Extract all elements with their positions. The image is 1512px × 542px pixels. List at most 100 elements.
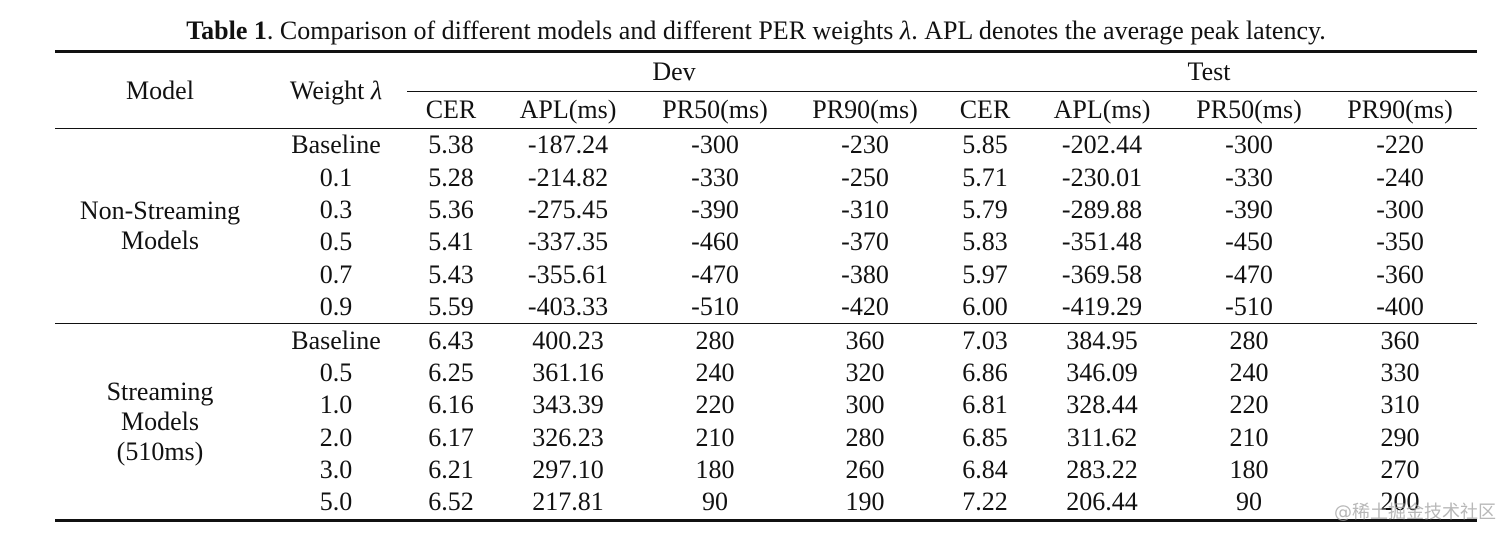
group-label-streaming: Streaming Models (510ms) — [55, 323, 265, 522]
value-cell: 210 — [695, 422, 735, 452]
group-label-non-streaming: Non-Streaming Models — [55, 127, 265, 324]
value-cell: 190 — [789, 486, 942, 522]
value-cell: 360 — [1323, 323, 1478, 357]
weight-cell: 0.7 — [319, 259, 353, 289]
value-cell: 5.38 — [407, 128, 495, 162]
value-cell: 280 — [641, 323, 789, 357]
weight-header: Weight λ — [265, 50, 407, 129]
value-cell: 7.03 — [941, 323, 1030, 357]
value-cell: -460 — [691, 227, 739, 257]
value-cell: -403.33 — [527, 292, 609, 322]
weight-cell: 0.5 — [319, 227, 353, 257]
value-cell: 6.00 — [962, 292, 1008, 322]
streaming-group: Streaming Models (510ms) Baseline 6.43 4… — [55, 323, 1478, 522]
value-cell: 6.84 — [962, 455, 1008, 485]
table-row: 0.9 5.59 -403.33 -510 -420 6.00 -419.29 … — [55, 291, 1477, 324]
value-cell: 343.39 — [532, 390, 604, 420]
value-cell: -240 — [1376, 162, 1424, 192]
value-cell: -300 — [1376, 194, 1424, 224]
caption-text-after: . APL denotes the average peak latency. — [911, 16, 1326, 45]
value-cell: -420 — [841, 292, 889, 322]
weight-cell: 0.1 — [319, 162, 353, 192]
table-row: 0.5 5.41 -337.35 -460 -370 5.83 -351.48 … — [55, 226, 1477, 258]
value-cell: -202.44 — [1029, 128, 1176, 162]
dev-header: Dev — [407, 50, 942, 92]
table-row: Non-Streaming Models Baseline 5.38 -187.… — [55, 127, 1478, 324]
value-cell: -510 — [1225, 292, 1273, 322]
metric-header: PR50(ms) — [1196, 95, 1302, 124]
value-cell: -230 — [789, 128, 942, 162]
value-cell: -187.24 — [495, 128, 641, 162]
value-cell: -380 — [841, 259, 889, 289]
non-streaming-group: Non-Streaming Models Baseline 5.38 -187.… — [55, 127, 1478, 324]
value-cell: 328.44 — [1066, 390, 1138, 420]
value-cell: 5.83 — [962, 227, 1008, 257]
weight-cell: Baseline — [265, 128, 407, 162]
value-cell: -250 — [841, 162, 889, 192]
value-cell: 5.85 — [941, 128, 1030, 162]
caption-text-before: . Comparison of different models and dif… — [266, 16, 900, 45]
group-label-line: Non-Streaming — [79, 196, 241, 226]
value-cell: 5.36 — [428, 194, 474, 224]
value-cell: 180 — [695, 455, 735, 485]
value-cell: 346.09 — [1066, 357, 1138, 387]
table-row: 1.0 6.16 343.39 220 300 6.81 328.44 220 … — [55, 389, 1477, 421]
metric-header: CER — [959, 95, 1011, 124]
weight-header-text: Weight — [289, 75, 371, 105]
value-cell: 6.16 — [428, 390, 474, 420]
metric-header: PR50(ms) — [662, 95, 768, 124]
value-cell: -400 — [1376, 292, 1424, 322]
value-cell: -370 — [841, 227, 889, 257]
group-label-line: (510ms) — [116, 436, 204, 466]
value-cell: 6.86 — [962, 357, 1008, 387]
table-row: 0.7 5.43 -355.61 -470 -380 5.97 -369.58 … — [55, 259, 1477, 291]
weight-cell: 1.0 — [319, 390, 353, 420]
value-cell: -360 — [1376, 259, 1424, 289]
weight-header-lambda: λ — [370, 75, 383, 105]
value-cell: -350 — [1376, 227, 1424, 257]
value-cell: -310 — [841, 194, 889, 224]
weight-cell: Baseline — [265, 323, 407, 357]
value-cell: -330 — [691, 162, 739, 192]
value-cell: 6.43 — [407, 323, 495, 357]
value-cell: 280 — [845, 422, 885, 452]
metric-header: APL(ms) — [1053, 95, 1151, 124]
value-cell: -300 — [641, 128, 789, 162]
value-cell: -355.61 — [527, 259, 609, 289]
value-cell: 240 — [695, 357, 735, 387]
table-row: 2.0 6.17 326.23 210 280 6.85 311.62 210 … — [55, 422, 1477, 454]
value-cell: 5.41 — [428, 227, 474, 257]
weight-cell: 0.9 — [319, 292, 353, 322]
value-cell: 400.23 — [495, 323, 641, 357]
value-cell: 240 — [1229, 357, 1269, 387]
value-cell: -220 — [1323, 128, 1478, 162]
watermark: @稀土掘金技术社区 — [1334, 502, 1496, 523]
value-cell: 5.28 — [428, 162, 474, 192]
value-cell: 217.81 — [495, 486, 641, 522]
table-row: 0.5 6.25 361.16 240 320 6.86 346.09 240 … — [55, 357, 1477, 389]
value-cell: -470 — [691, 259, 739, 289]
value-cell: 311.62 — [1066, 422, 1138, 452]
weight-cell: 0.3 — [319, 194, 353, 224]
table-row: 3.0 6.21 297.10 180 260 6.84 283.22 180 … — [55, 454, 1477, 486]
value-cell: -510 — [691, 292, 739, 322]
caption-lambda: λ — [899, 16, 912, 45]
value-cell: 6.17 — [428, 422, 474, 452]
metric-header: CER — [425, 95, 477, 124]
table-row: 0.3 5.36 -275.45 -390 -310 5.79 -289.88 … — [55, 194, 1477, 226]
weight-cell: 2.0 — [319, 422, 353, 452]
value-cell: -390 — [1225, 194, 1273, 224]
value-cell: -337.35 — [527, 227, 609, 257]
table-row: Streaming Models (510ms) Baseline 6.43 4… — [55, 323, 1478, 522]
weight-cell: 5.0 — [265, 486, 407, 522]
value-cell: -275.45 — [527, 194, 609, 224]
value-cell: 300 — [845, 390, 885, 420]
table-caption: Table 1. Comparison of different models … — [0, 14, 1512, 48]
weight-cell: 3.0 — [319, 455, 353, 485]
header-row-1: Model Weight λ Dev Test — [55, 50, 1478, 129]
group-label-line: Models — [121, 406, 199, 436]
model-header: Model — [55, 50, 265, 129]
value-cell: -230.01 — [1061, 162, 1143, 192]
value-cell: -450 — [1225, 227, 1273, 257]
value-cell: -470 — [1225, 259, 1273, 289]
